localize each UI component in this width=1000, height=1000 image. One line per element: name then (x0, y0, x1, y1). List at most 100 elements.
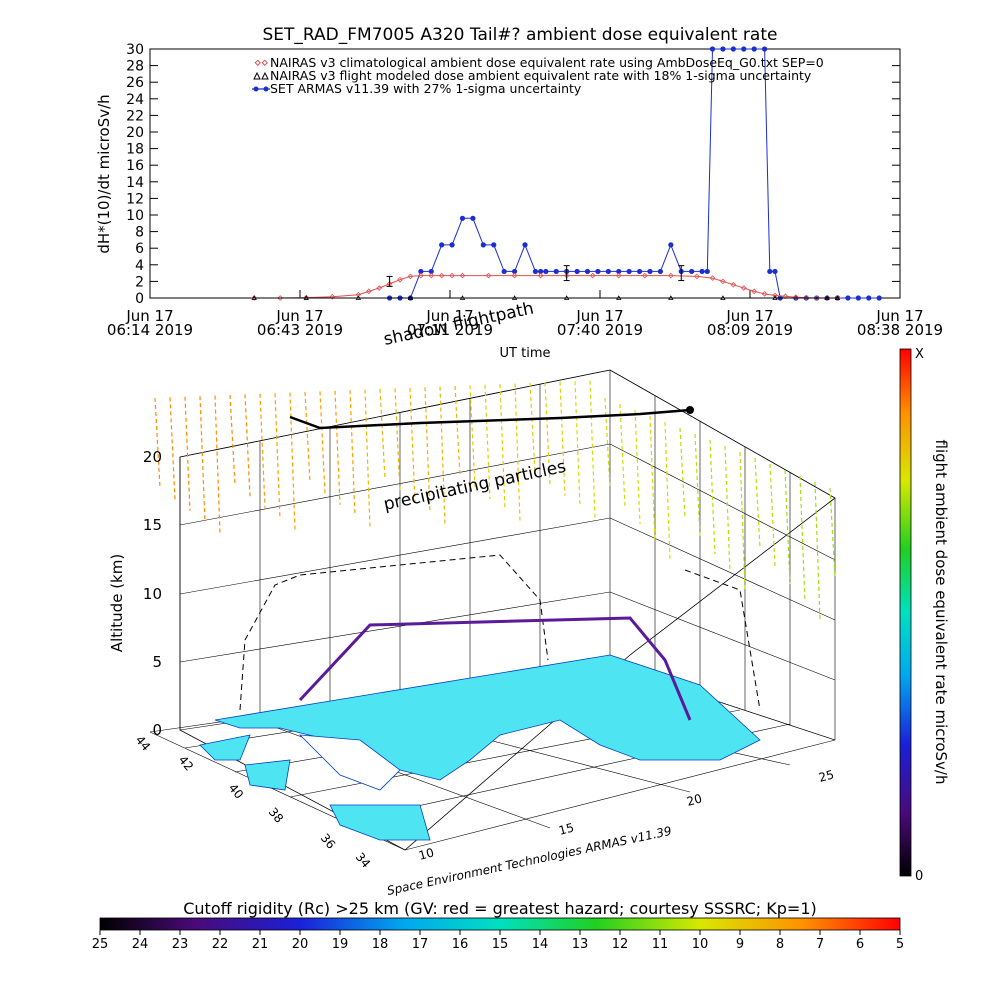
data-point (277, 295, 284, 301)
data-point (365, 288, 372, 295)
floor-x-tick-label: 20 (685, 791, 703, 808)
data-point (761, 46, 768, 52)
particle-streak (574, 381, 581, 508)
particle-streak (229, 394, 236, 486)
flight-trajectory (298, 616, 692, 721)
legend-marker (253, 71, 269, 80)
data-point (459, 215, 466, 221)
rigidity-colorbar-section: Cutoff rigidity (Rc) >25 km (GV: red = g… (92, 899, 904, 952)
particle-streak (784, 469, 791, 585)
dose-colorbar-bottom-label: 0 (915, 869, 923, 884)
y-tick-label: 14 (126, 175, 144, 191)
data-point (355, 291, 362, 298)
data-point (741, 46, 747, 52)
data-point (428, 268, 434, 275)
floor-y-tick-label: 44 (133, 733, 154, 754)
x-tick-label-time: 08:38 2019 (857, 321, 943, 339)
data-point (386, 281, 393, 287)
rigidity-tick-label: 21 (252, 937, 269, 952)
data-point (720, 278, 726, 285)
data-point (668, 242, 674, 248)
data-point (584, 268, 591, 275)
x-tick-label-date: Jun 17 (275, 307, 323, 325)
legend-marker (261, 59, 268, 66)
particle-streak (469, 385, 476, 488)
data-point (616, 295, 622, 300)
rigidity-colorbar (99, 917, 901, 931)
data-point (501, 268, 507, 275)
data-point (543, 268, 549, 275)
particle-streak (664, 421, 671, 561)
particle-streak (349, 390, 356, 517)
particle-streak (619, 403, 626, 507)
data-point (616, 268, 622, 275)
data-point (397, 276, 403, 283)
shadow-flightpath-curve (239, 554, 549, 711)
land-region-4 (329, 804, 431, 841)
y-tick-label: 18 (126, 142, 144, 158)
floor-y-tick-label: 36 (318, 831, 339, 852)
rigidity-tick-label: 7 (816, 937, 824, 952)
particle-streak (169, 397, 176, 500)
x-tick-label-time: 06:14 2019 (107, 321, 193, 339)
flight-path-top (289, 408, 691, 430)
data-point (772, 295, 778, 300)
particle-streak (799, 475, 806, 603)
data-point (720, 46, 726, 52)
particle-streak (259, 393, 266, 508)
data-point (537, 272, 544, 279)
rigidity-tick-label: 14 (532, 937, 549, 952)
particle-streak (364, 389, 371, 528)
data-point (694, 273, 700, 280)
z-axis-label: Altitude (km) (108, 554, 126, 652)
particle-streak (334, 390, 341, 505)
data-point (491, 242, 497, 248)
particle-streak (244, 394, 251, 497)
floor-x-ticks: 10 15 20 25 (417, 767, 835, 862)
particle-streak (544, 382, 551, 485)
dose-colorbar-label: flight ambient dose equivalent rate micr… (932, 440, 950, 785)
floor-y-tick-label: 38 (266, 805, 287, 826)
rigidity-colorbar-ticks: 25 24 23 22 21 20 19 18 17 16 15 14 13 12 11 10 9 8 7 6 5 (92, 930, 904, 952)
x-tick-label-date: Jun 17 (575, 307, 623, 325)
particle-streak (394, 388, 401, 491)
particle-streak (829, 487, 836, 579)
data-point (740, 285, 747, 291)
particle-streak (274, 393, 281, 520)
floor-y-tick-label: 34 (353, 850, 374, 871)
data-point (459, 295, 466, 300)
x-tick-label-time: 07:40 2019 (557, 321, 643, 339)
data-point (647, 268, 653, 275)
particle-streak (724, 445, 731, 573)
rigidity-tick-label: 25 (92, 937, 109, 952)
data-point (767, 268, 773, 275)
x-tick-label-time: 06:43 2019 (257, 321, 343, 339)
rigidity-tick-label: 15 (492, 937, 509, 952)
legend-label: NAIRAS v3 flight modeled dose ambient eq… (270, 68, 812, 83)
data-point (876, 295, 882, 301)
y-tick-label: 22 (126, 108, 144, 124)
rigidity-tick-label: 23 (172, 937, 189, 952)
data-point (553, 268, 559, 275)
floor-x-tick-label: 10 (417, 845, 435, 862)
rigidity-tick-label: 16 (452, 937, 469, 952)
z-tick-label: 20 (143, 448, 162, 466)
data-point (761, 291, 768, 297)
data-point (782, 293, 789, 300)
data-point (668, 272, 674, 279)
series-layer (251, 46, 882, 301)
data-point (511, 272, 518, 279)
data-point (480, 242, 486, 248)
particle-streak (649, 415, 656, 543)
particle-streak (439, 386, 446, 525)
legend-marker (263, 86, 269, 92)
data-point (813, 295, 820, 301)
particle-streak (409, 387, 416, 502)
rigidity-tick-label: 13 (572, 937, 589, 952)
data-point (855, 295, 861, 301)
x-tick-label-date: Jun 17 (875, 307, 923, 325)
data-point (485, 272, 492, 279)
particle-streak (424, 387, 431, 514)
particle-streak (214, 395, 221, 534)
